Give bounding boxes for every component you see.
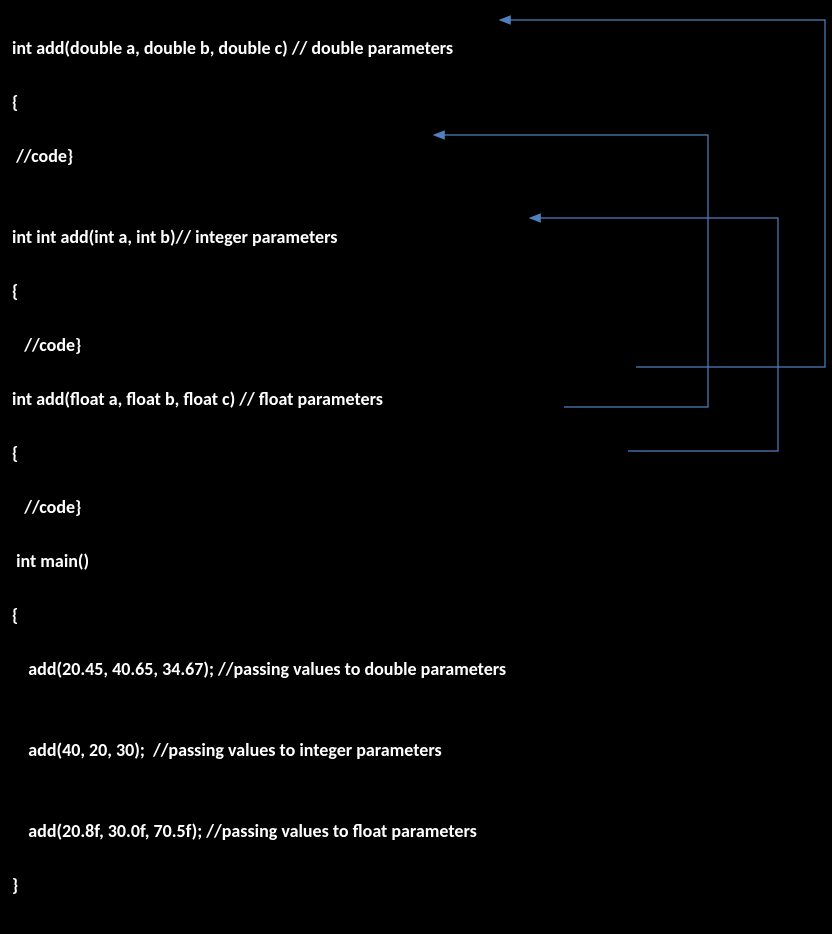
code-line: //code}	[12, 332, 506, 359]
code-token: int	[12, 226, 32, 248]
code-line: add(20.8f, 30.0f, 70.5f); //passing valu…	[12, 818, 506, 845]
code-line: {	[12, 278, 506, 305]
code-line: {	[12, 602, 506, 629]
code-line: add(20.45, 40.65, 34.67); //passing valu…	[12, 656, 506, 683]
code-line: //code}	[12, 494, 506, 521]
code-line: }	[12, 872, 506, 899]
connector-arrow	[500, 20, 825, 367]
code-line: int int add(int a, int b)// integer para…	[12, 224, 506, 251]
code-line: {	[12, 440, 506, 467]
code-line: int add(double a, double b, double c) //…	[12, 35, 506, 62]
connector-arrow	[530, 218, 778, 451]
code-token: int add(int a, int b)	[32, 226, 175, 248]
code-line: add(40, 20, 30); //passing values to int…	[12, 737, 506, 764]
code-line: {	[12, 89, 506, 116]
code-block: int add(double a, double b, double c) //…	[0, 0, 518, 934]
code-line: int main()	[12, 548, 506, 575]
code-line: //code}	[12, 143, 506, 170]
code-line: int add(float a, float b, float c) // fl…	[12, 386, 506, 413]
code-token: // integer parameters	[176, 226, 338, 248]
